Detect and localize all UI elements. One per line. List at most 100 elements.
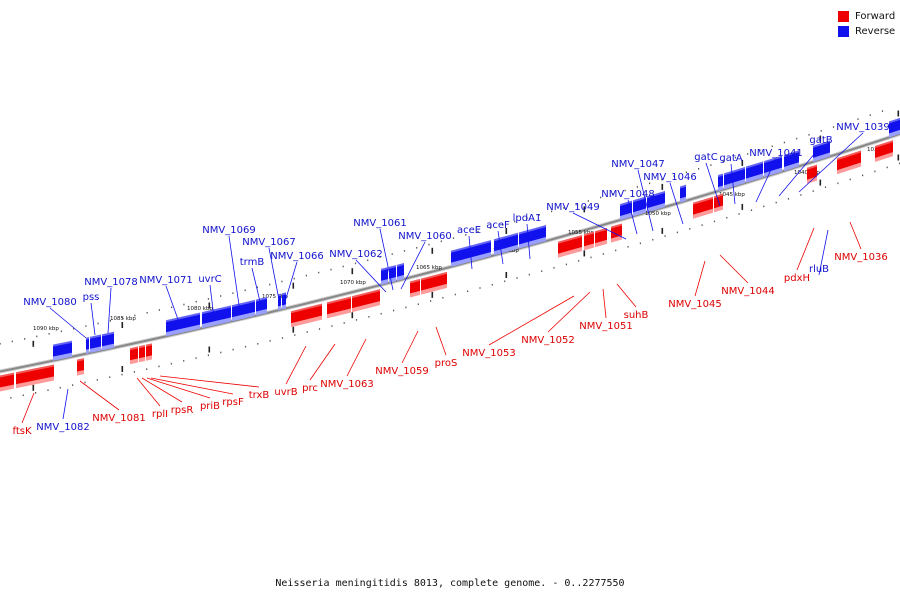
forward-gene-body bbox=[595, 227, 607, 244]
scale-dot bbox=[330, 268, 332, 271]
major-tick bbox=[505, 272, 508, 278]
reverse-gene-shadow bbox=[397, 275, 404, 281]
reverse-gene-shadow bbox=[166, 324, 200, 337]
reverse-gene bbox=[746, 161, 763, 183]
scale-dot bbox=[10, 397, 12, 399]
forward-leader bbox=[616, 283, 637, 308]
major-tick bbox=[661, 227, 664, 234]
scale-dot bbox=[405, 306, 407, 309]
scale-dot bbox=[837, 182, 839, 185]
reverse-gene-body bbox=[166, 312, 200, 333]
reverse-gene-shadow bbox=[53, 352, 72, 361]
reverse-leader bbox=[730, 163, 736, 205]
major-tick bbox=[208, 302, 211, 309]
scale-dot bbox=[479, 287, 481, 289]
forward-gene-highlight bbox=[584, 231, 594, 237]
reverse-gene bbox=[90, 334, 101, 353]
forward-gene bbox=[584, 231, 594, 251]
scale-dot bbox=[528, 273, 530, 276]
reverse-gene-highlight bbox=[389, 265, 396, 269]
forward-leader bbox=[547, 291, 591, 333]
reverse-leader bbox=[778, 145, 822, 197]
scale-dot bbox=[676, 231, 678, 234]
scale-dot bbox=[652, 238, 654, 241]
reverse-gene-label: NMV_1062 bbox=[329, 249, 382, 260]
scale-dot bbox=[11, 340, 13, 343]
scale-dot bbox=[747, 153, 749, 155]
reverse-gene-shadow bbox=[494, 244, 518, 256]
reverse-leader bbox=[379, 228, 394, 291]
reverse-swatch bbox=[838, 26, 849, 37]
forward-gene-shadow bbox=[875, 152, 893, 163]
reverse-gene-highlight bbox=[282, 292, 286, 296]
scale-dot bbox=[551, 210, 553, 213]
forward-gene-label: pdxH bbox=[784, 273, 810, 284]
forward-leader bbox=[21, 392, 35, 424]
reverse-gene-shadow bbox=[813, 152, 830, 162]
reverse-leader bbox=[572, 212, 627, 240]
forward-gene-body bbox=[0, 372, 14, 388]
scale-dot bbox=[771, 145, 773, 148]
reverse-gene bbox=[389, 265, 396, 283]
scale-dot bbox=[183, 303, 185, 306]
scale-dot bbox=[342, 265, 344, 268]
major-tick bbox=[897, 110, 900, 117]
reverse-gene-body bbox=[746, 161, 763, 179]
scale-dot bbox=[60, 330, 62, 333]
reverse-gene-body bbox=[53, 340, 72, 357]
legend-forward: Forward bbox=[838, 9, 895, 24]
forward-gene bbox=[595, 227, 607, 248]
scale-dot bbox=[73, 327, 75, 330]
forward-gene-highlight bbox=[410, 278, 420, 284]
scale-dot bbox=[454, 293, 456, 296]
forward-gene-shadow bbox=[693, 208, 713, 219]
reverse-leader bbox=[818, 229, 829, 276]
forward-gene-highlight bbox=[16, 364, 54, 375]
forward-gene-label: proS bbox=[435, 358, 458, 369]
forward-gene-label: priB bbox=[200, 401, 220, 412]
scale-label: 1045 kbp bbox=[719, 192, 745, 198]
reverse-gene-highlight bbox=[519, 225, 546, 235]
forward-gene-body bbox=[327, 296, 351, 315]
forward-gene-highlight bbox=[421, 271, 447, 281]
forward-gene bbox=[146, 343, 152, 361]
reverse-gene bbox=[784, 150, 799, 171]
forward-gene-label: suhB bbox=[624, 310, 649, 321]
forward-leader bbox=[146, 377, 211, 399]
reverse-gene-body bbox=[889, 117, 900, 134]
forward-gene-label: NMV_1036 bbox=[834, 252, 887, 263]
reverse-gene-highlight bbox=[633, 196, 646, 203]
reverse-leader bbox=[62, 388, 69, 420]
scale-dot bbox=[874, 170, 876, 173]
reverse-gene-shadow bbox=[278, 305, 281, 311]
reverse-leader bbox=[209, 284, 215, 319]
scale-dot bbox=[726, 216, 728, 219]
forward-leader bbox=[719, 254, 749, 284]
scale-dot bbox=[121, 373, 123, 376]
reverse-gene bbox=[232, 299, 255, 322]
reverse-gene-label: NMV_1080 bbox=[23, 297, 76, 308]
scale-dot bbox=[849, 178, 851, 181]
forward-swatch bbox=[838, 11, 849, 22]
scale-dot bbox=[824, 186, 827, 188]
scale-dot bbox=[600, 196, 602, 199]
forward-leader bbox=[435, 326, 447, 356]
scale-dot bbox=[158, 365, 160, 368]
scale-dot bbox=[281, 280, 283, 283]
forward-gene-shadow bbox=[16, 376, 54, 389]
forward-gene-highlight bbox=[77, 358, 84, 362]
major-tick bbox=[505, 228, 508, 234]
scale-dot bbox=[146, 368, 148, 370]
forward-gene bbox=[714, 193, 723, 213]
forward-gene bbox=[837, 150, 861, 175]
scale-dot bbox=[393, 309, 395, 312]
scale-dot bbox=[109, 376, 111, 378]
scale-dot bbox=[256, 286, 258, 289]
scale-dot bbox=[701, 224, 703, 226]
legend-reverse: Reverse bbox=[838, 24, 895, 39]
forward-gene bbox=[410, 278, 420, 298]
reverse-gene bbox=[86, 337, 89, 354]
scale-dot bbox=[59, 386, 61, 389]
scale-dot bbox=[452, 237, 455, 239]
reverse-gene bbox=[633, 196, 646, 217]
